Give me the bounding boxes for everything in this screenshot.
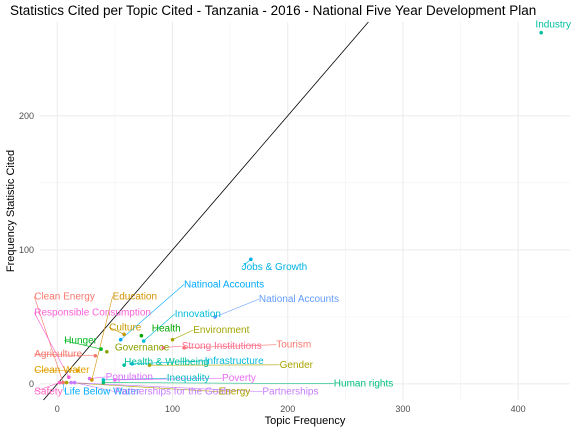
point-label: Gender [280, 360, 314, 371]
point-label: Jobs & Growth [242, 262, 308, 273]
point-label: Human rights [334, 379, 393, 390]
point-label: Responsible Consumption [34, 308, 151, 319]
point-label: Education [113, 291, 157, 302]
point-label: National Accounts [259, 294, 339, 305]
point-label: Partnerships [262, 387, 318, 398]
y-tick-labels: 0 100 200 [19, 111, 34, 389]
point-label: Inequality [167, 373, 210, 384]
data-point [69, 381, 73, 385]
data-point [119, 338, 123, 342]
point-label: Innovation [175, 309, 221, 320]
data-point [99, 347, 103, 351]
point-label: Partnerships for the Goals [115, 387, 231, 398]
point-label: Industry [535, 19, 571, 30]
point-label: Clean Water [34, 365, 90, 376]
data-point [171, 338, 175, 342]
data-point [61, 381, 65, 385]
point-label: Agriculture [34, 349, 82, 360]
point-label: Health & Wellbeing [124, 357, 209, 368]
point-label: Health [152, 324, 181, 335]
y-tick-label: 200 [19, 111, 34, 121]
x-tick-label: 200 [280, 404, 295, 414]
x-tick-label: 0 [55, 404, 60, 414]
point-label: Energy [219, 387, 251, 398]
point-label: Strong Institutions [182, 341, 262, 352]
point-label: Clean Energy [34, 291, 95, 302]
point-label: Safety [34, 387, 62, 398]
point-label: Tourism [276, 340, 311, 351]
data-point [94, 354, 98, 358]
point-label: Population [106, 372, 153, 383]
data-point [90, 378, 94, 382]
data-point [539, 31, 543, 35]
x-tick-label: 300 [395, 404, 410, 414]
data-point [105, 350, 109, 354]
point-label: Hunger [64, 336, 97, 347]
point-label: Infrastructure [205, 356, 264, 367]
point-label: Environment [193, 325, 249, 336]
data-point [58, 381, 62, 385]
x-axis-title: Topic Frequency [265, 415, 346, 427]
y-tick-label: 0 [29, 379, 34, 389]
data-point [65, 381, 69, 385]
point-label: Governance [115, 342, 170, 353]
x-tick-labels: 0 100 200 300 400 [55, 404, 526, 414]
data-point [140, 334, 144, 338]
data-point [102, 381, 106, 385]
data-point [249, 257, 253, 261]
label-leader-line [215, 299, 259, 317]
point-label: Natinoal Accounts [184, 279, 264, 290]
data-point [73, 381, 77, 385]
point-label: Poverty [222, 373, 256, 384]
y-tick-label: 100 [19, 245, 34, 255]
y-axis-title: Frequency Statistic Cited [5, 150, 17, 272]
point-label: Culture [109, 322, 142, 333]
x-tick-label: 400 [511, 404, 526, 414]
x-tick-label: 100 [165, 404, 180, 414]
